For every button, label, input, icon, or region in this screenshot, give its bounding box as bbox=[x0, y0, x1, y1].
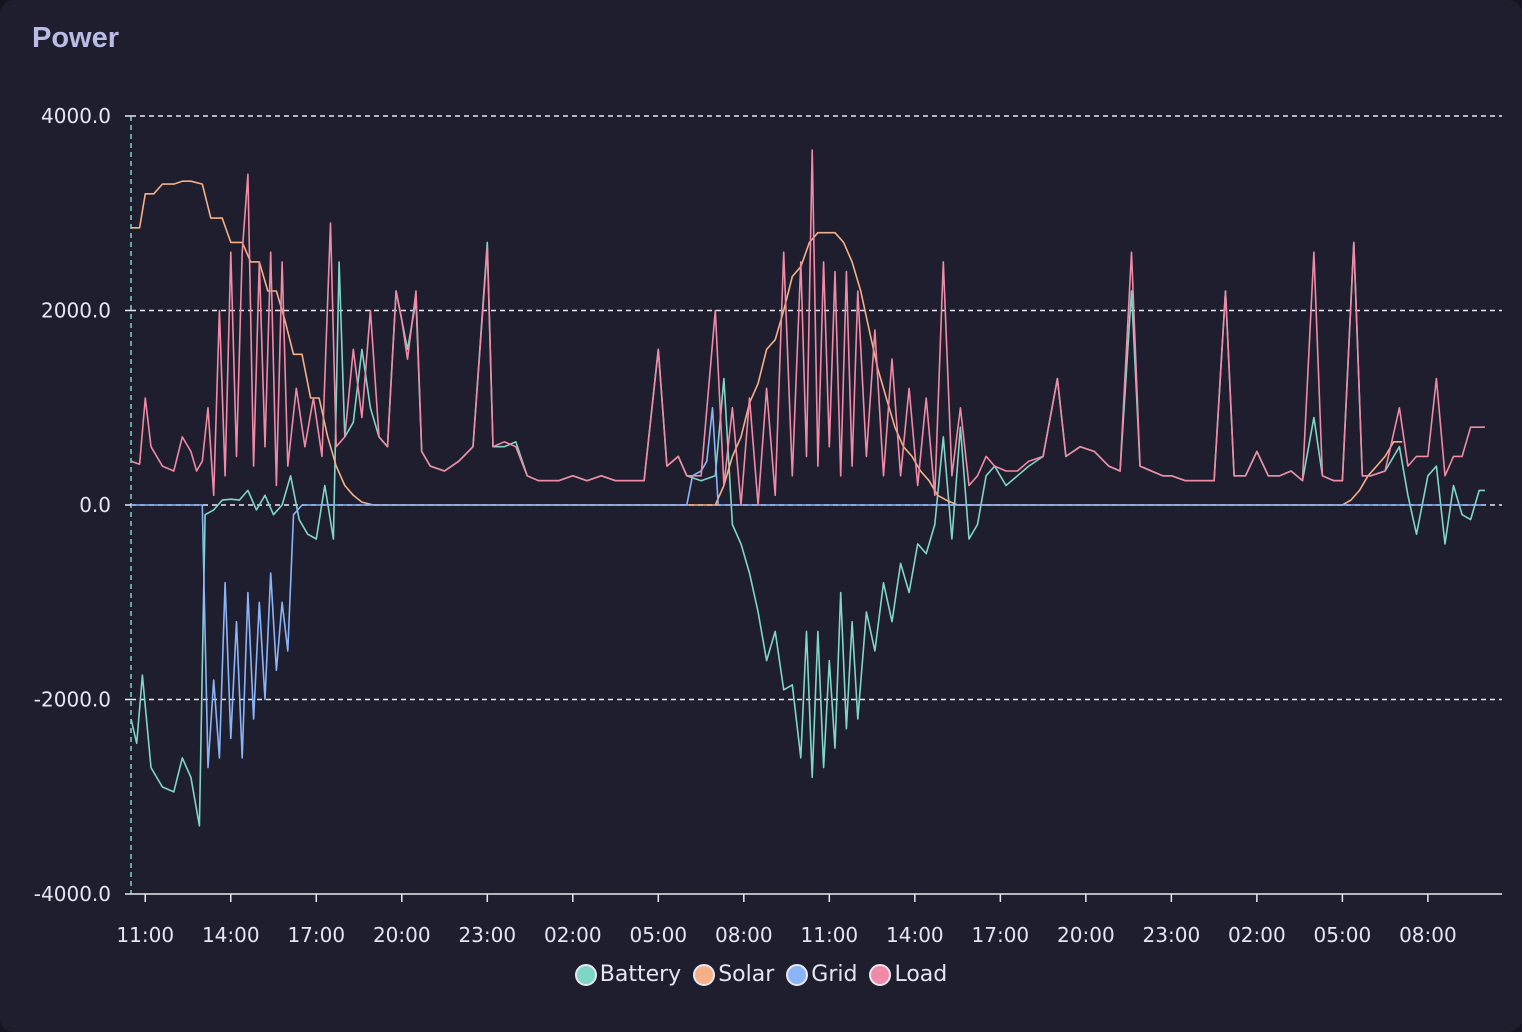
x-tick-label: 17:00 bbox=[287, 923, 345, 947]
x-tick-label: 20:00 bbox=[1057, 923, 1115, 947]
legend-swatch-solar bbox=[693, 963, 716, 986]
legend-swatch-battery bbox=[574, 963, 597, 986]
series-line-battery bbox=[130, 241, 1485, 827]
series-line-grid bbox=[131, 407, 1485, 769]
x-tick-label: 14:00 bbox=[886, 923, 944, 947]
x-tick-label: 08:00 bbox=[715, 923, 773, 947]
x-tick-label: 11:00 bbox=[801, 923, 859, 947]
x-tick-label: 05:00 bbox=[1314, 923, 1372, 947]
x-tick-label: 20:00 bbox=[373, 923, 431, 947]
y-tick-label: -4000.0 bbox=[34, 882, 111, 906]
x-tick-label: 02:00 bbox=[544, 923, 602, 947]
legend-item-battery[interactable]: Battery bbox=[574, 962, 682, 987]
series-line-load bbox=[130, 149, 1485, 506]
card-title: Power bbox=[32, 22, 120, 54]
x-tick-label: 08:00 bbox=[1399, 923, 1457, 947]
x-axis-ticks: 11:00 14:00 17:00 20:00 23:00 02:00 05:00 08:00… bbox=[116, 894, 1457, 947]
x-tick-label: 05:00 bbox=[629, 923, 687, 947]
chart-legend: Battery Solar Grid Load bbox=[0, 962, 1522, 987]
legend-swatch-load bbox=[869, 963, 892, 986]
y-tick-label: -2000.0 bbox=[34, 688, 111, 712]
legend-label-solar: Solar bbox=[718, 962, 775, 987]
legend-item-load[interactable]: Load bbox=[869, 962, 947, 987]
x-tick-label: 14:00 bbox=[202, 923, 260, 947]
y-tick-label: 2000.0 bbox=[41, 299, 111, 323]
y-axis-ticks: 4000.0 2000.0 0.0 -2000.0 -4000.0 bbox=[34, 104, 131, 906]
y-tick-label: 4000.0 bbox=[41, 104, 111, 128]
x-tick-label: 23:00 bbox=[458, 923, 516, 947]
legend-swatch-grid bbox=[786, 963, 809, 986]
legend-label-load: Load bbox=[894, 962, 948, 987]
legend-item-solar[interactable]: Solar bbox=[693, 962, 774, 987]
x-tick-label: 11:00 bbox=[116, 923, 174, 947]
x-tick-label: 02:00 bbox=[1228, 923, 1286, 947]
y-tick-label: 0.0 bbox=[79, 493, 111, 517]
chart-series bbox=[130, 149, 1485, 827]
x-tick-label: 17:00 bbox=[972, 923, 1030, 947]
x-tick-label: 23:00 bbox=[1143, 923, 1201, 947]
legend-item-grid[interactable]: Grid bbox=[786, 962, 857, 987]
legend-label-battery: Battery bbox=[599, 962, 682, 987]
legend-label-grid: Grid bbox=[811, 962, 858, 987]
